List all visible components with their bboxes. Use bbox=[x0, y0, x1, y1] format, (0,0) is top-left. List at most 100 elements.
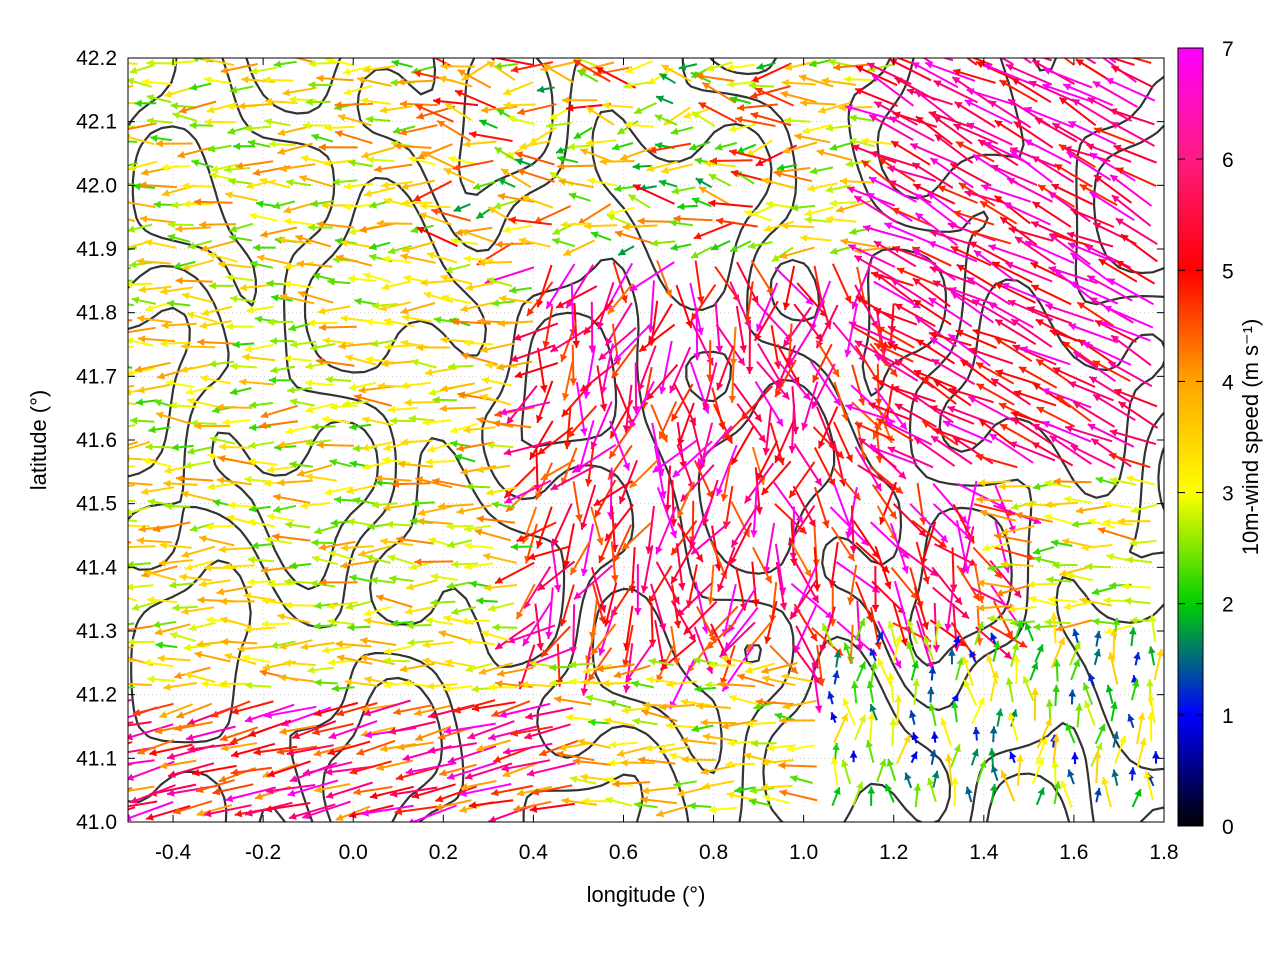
wind-arrow-head bbox=[1131, 506, 1139, 513]
wind-arrow bbox=[519, 237, 551, 247]
wind-arrow bbox=[671, 127, 693, 135]
wind-arrow bbox=[634, 103, 656, 114]
wind-arrow bbox=[1114, 145, 1157, 163]
wind-arrow bbox=[830, 143, 852, 151]
wind-arrow bbox=[783, 307, 811, 347]
wind-arrow-head bbox=[97, 647, 104, 655]
wind-arrow bbox=[182, 260, 214, 271]
wind-arrow bbox=[475, 529, 511, 541]
wind-arrow-head bbox=[400, 665, 408, 673]
wind-arrow bbox=[854, 196, 897, 223]
wind-arrow-head bbox=[369, 254, 377, 262]
wind-arrow-head bbox=[233, 143, 240, 151]
wind-arrow-head bbox=[1106, 553, 1114, 561]
wind-arrow bbox=[167, 300, 190, 308]
wind-arrow-head bbox=[305, 379, 312, 387]
wind-arrow-head bbox=[201, 309, 209, 317]
wind-arrow-head bbox=[128, 225, 136, 233]
wind-arrow bbox=[380, 106, 413, 114]
wind-arrow-head bbox=[314, 622, 321, 630]
wind-arrow-shaft bbox=[105, 399, 136, 404]
wind-arrow-head bbox=[762, 177, 770, 184]
wind-arrow-head bbox=[343, 68, 351, 75]
wind-arrow bbox=[199, 221, 236, 229]
wind-arrow bbox=[1031, 285, 1071, 305]
wind-arrow-head bbox=[105, 397, 113, 405]
wind-arrow-head bbox=[1129, 627, 1137, 634]
wind-arrow bbox=[415, 476, 452, 487]
wind-arrow-head bbox=[101, 584, 108, 592]
wind-arrow bbox=[195, 651, 231, 662]
wind-arrow-head bbox=[195, 651, 203, 659]
wind-arrow-head bbox=[271, 642, 279, 650]
wind-arrow-head bbox=[230, 388, 238, 395]
wind-arrow bbox=[638, 217, 676, 225]
wind-arrow-head bbox=[344, 203, 351, 211]
wind-arrow-shaft bbox=[889, 35, 931, 63]
wind-arrow-head bbox=[1012, 643, 1019, 651]
wind-arrow-head bbox=[633, 163, 640, 171]
wind-arrow bbox=[556, 644, 564, 687]
wind-arrow bbox=[250, 212, 278, 220]
wind-arrow-head bbox=[482, 377, 490, 385]
wind-arrow bbox=[856, 619, 866, 641]
wind-arrow bbox=[1045, 501, 1078, 509]
wind-arrow-head bbox=[397, 78, 404, 86]
wind-arrow-head bbox=[120, 198, 128, 206]
wind-arrow-head bbox=[463, 140, 470, 148]
wind-arrow-head bbox=[135, 100, 142, 108]
wind-arrow-head bbox=[561, 221, 568, 229]
wind-arrow bbox=[307, 666, 334, 674]
wind-arrow-head bbox=[495, 241, 502, 249]
wind-arrow-head bbox=[472, 685, 479, 693]
wind-arrow bbox=[220, 617, 251, 627]
wind-arrow-head bbox=[1094, 649, 1101, 657]
wind-arrow-head bbox=[488, 604, 496, 611]
wind-arrow-head bbox=[849, 228, 857, 236]
wind-arrow-head bbox=[466, 284, 474, 292]
wind-arrow bbox=[708, 199, 752, 207]
wind-arrow bbox=[503, 226, 532, 234]
wind-arrow-head bbox=[872, 605, 880, 612]
wind-arrow bbox=[323, 337, 354, 345]
wind-arrow-head bbox=[641, 585, 649, 593]
wind-arrow-head bbox=[311, 539, 318, 547]
wind-arrow-head bbox=[100, 210, 108, 217]
wind-arrow bbox=[157, 655, 190, 663]
wind-arrow bbox=[1015, 237, 1056, 265]
wind-arrow-head bbox=[671, 244, 679, 252]
wind-arrow-head bbox=[1122, 583, 1129, 591]
wind-arrow bbox=[574, 481, 583, 521]
wind-arrow bbox=[697, 426, 732, 465]
wind-arrow bbox=[752, 562, 760, 607]
wind-arrow-shaft bbox=[524, 567, 550, 609]
wind-arrow bbox=[94, 532, 131, 543]
wind-arrow bbox=[418, 506, 452, 516]
wind-arrow-head bbox=[439, 76, 447, 83]
wind-arrow-head bbox=[569, 678, 576, 686]
wind-arrow-head bbox=[126, 583, 133, 591]
wind-arrow-head bbox=[217, 588, 225, 596]
wind-arrow-shaft bbox=[1074, 352, 1116, 381]
wind-arrow bbox=[106, 464, 135, 472]
wind-arrow-head bbox=[844, 350, 852, 358]
wind-arrow-head bbox=[564, 442, 572, 449]
wind-arrow bbox=[839, 104, 873, 112]
wind-arrow bbox=[189, 623, 216, 631]
wind-arrow bbox=[394, 142, 432, 150]
wind-arrow bbox=[988, 303, 1033, 328]
wind-arrow-shaft bbox=[951, 49, 993, 65]
wind-arrow bbox=[130, 65, 155, 74]
wind-arrow-head bbox=[622, 223, 629, 231]
wind-arrow bbox=[1133, 652, 1141, 665]
wind-arrow bbox=[336, 254, 372, 265]
wind-arrow bbox=[119, 123, 157, 133]
wind-arrow bbox=[805, 207, 834, 216]
wind-arrow bbox=[417, 518, 453, 526]
wind-arrow-head bbox=[729, 149, 737, 156]
wind-arrow-head bbox=[889, 35, 897, 42]
wind-arrow-head bbox=[939, 37, 947, 44]
wind-arrow-shaft bbox=[122, 458, 156, 460]
